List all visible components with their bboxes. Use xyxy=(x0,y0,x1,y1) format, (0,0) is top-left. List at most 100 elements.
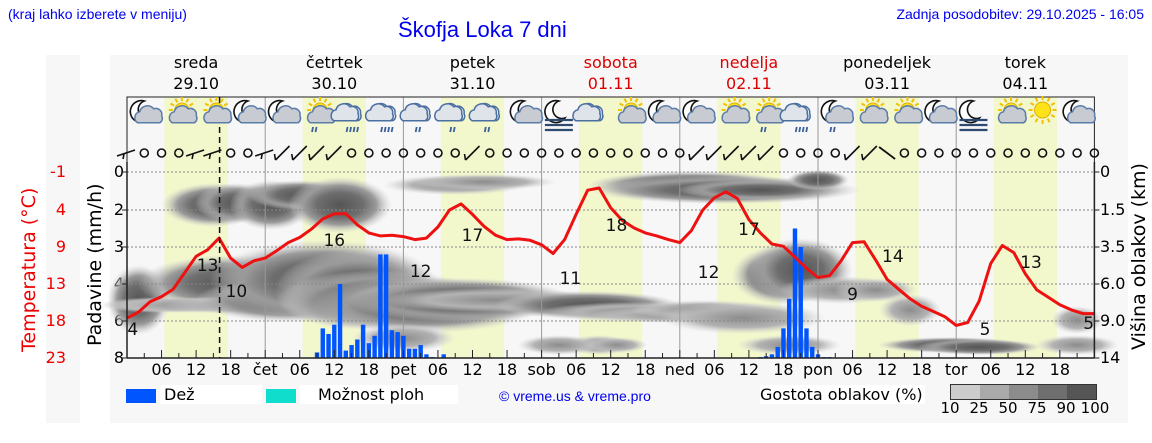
day-date: 04.11 xyxy=(1002,74,1049,93)
cloud-light-rain-icon xyxy=(434,102,466,133)
svg-text:16: 16 xyxy=(323,231,345,251)
x-tick-label: tor xyxy=(944,360,968,379)
day-header-4: nedelja 02.11 xyxy=(689,52,809,94)
svg-text:9: 9 xyxy=(847,285,858,305)
day-name: sobota xyxy=(583,53,638,72)
cloud-height-tick: 14 xyxy=(1100,348,1121,367)
copyright-link[interactable]: © vreme.us & vreme.pro xyxy=(499,388,651,404)
day-header-6: torek 04.11 xyxy=(965,52,1085,94)
x-tick-label: 06 xyxy=(151,360,172,379)
x-tick-label: 06 xyxy=(565,360,587,379)
svg-text:13: 13 xyxy=(1020,253,1042,273)
moon-cloud-icon xyxy=(233,99,267,124)
density-swatch xyxy=(980,385,1009,399)
day-name: sreda xyxy=(173,53,219,72)
cloud-rain-icon xyxy=(364,102,397,133)
cloud-density-title: Gostota oblakov (%) xyxy=(760,385,925,404)
cloud-light-rain-icon xyxy=(399,102,431,133)
precipitation-tick: 3 xyxy=(113,237,124,256)
day-date: 30.10 xyxy=(311,74,358,93)
sun-small-cloud-icon xyxy=(894,97,924,124)
svg-text:14: 14 xyxy=(882,247,904,267)
svg-text:12: 12 xyxy=(410,262,432,282)
day-name: torek xyxy=(1004,53,1046,72)
cloud-height-tick: 1.5 xyxy=(1100,200,1126,219)
precipitation-tick: 0 xyxy=(113,162,124,181)
x-tick-label: 12 xyxy=(462,360,483,379)
cloud-light-rain-icon xyxy=(468,102,500,133)
cloud-rain-icon xyxy=(330,102,362,133)
precipitation-bars xyxy=(314,228,832,358)
day-header-0: sreda 29.10 xyxy=(136,52,256,94)
day-header-3: sobota 01.11 xyxy=(551,52,671,94)
cloud-density-areas xyxy=(99,170,1119,355)
x-tick-label: 12 xyxy=(185,360,207,379)
moon-cloud-icon xyxy=(1062,99,1096,124)
temperature-labels: 4 13 10 16 12 17 11 18 12 17 9 14 5 13 5 xyxy=(127,216,1094,340)
x-tick-label: 18 xyxy=(911,360,932,379)
density-tick: 10 xyxy=(940,399,960,417)
density-swatch xyxy=(1067,385,1096,399)
precipitation-tick: 2 xyxy=(113,200,124,219)
daylight-bands xyxy=(164,97,1057,358)
moon-fog-icon xyxy=(958,99,988,132)
density-tick: 90 xyxy=(1056,399,1076,417)
temperature-tick: -1 xyxy=(50,162,66,181)
x-tick-label: 06 xyxy=(842,360,863,379)
day-name: četrtek xyxy=(305,53,363,72)
cloud-height-tick: 6.0 xyxy=(1100,274,1126,293)
density-tick: 50 xyxy=(998,399,1018,417)
location-hint[interactable]: (kraj lahko izberete v meniju) xyxy=(8,6,187,22)
temperature-line xyxy=(126,186,1095,327)
day-name: petek xyxy=(449,53,496,72)
cloud-height-tick: 3.5 xyxy=(1100,237,1126,256)
weather-icons xyxy=(129,96,1096,133)
x-tick-label: 06 xyxy=(980,360,1001,379)
moon-cloud-light-rain-icon xyxy=(820,99,855,133)
day-name: ponedeljek xyxy=(843,53,932,72)
svg-text:5: 5 xyxy=(980,320,991,340)
sun-cloud-icon xyxy=(203,97,233,124)
moon-cloud-icon xyxy=(129,99,164,124)
sun-icon xyxy=(1028,96,1057,124)
moon-cloud-icon xyxy=(509,99,544,124)
density-tick: 100 xyxy=(1080,399,1110,417)
x-tick-label: 12 xyxy=(324,360,345,379)
svg-text:17: 17 xyxy=(462,226,484,246)
x-tick-label: 18 xyxy=(220,360,241,379)
day-date: 03.11 xyxy=(864,74,910,93)
precipitation-tick: 8 xyxy=(113,348,124,367)
density-tick: 25 xyxy=(969,399,989,417)
sun-cloud-light-rain-icon xyxy=(756,97,785,133)
cloud-height-tick: 0 xyxy=(1100,162,1111,181)
cloud-density-scale xyxy=(950,384,1097,400)
x-tick-label: 18 xyxy=(635,360,656,379)
x-tick-label: 18 xyxy=(773,360,794,379)
sun-cloud-icon xyxy=(721,97,751,124)
x-tick-label: 12 xyxy=(738,360,760,379)
density-tick: 75 xyxy=(1027,399,1047,417)
x-tick-label: 18 xyxy=(1049,360,1071,379)
legend-rain-label: Dež xyxy=(160,385,262,404)
svg-text:18: 18 xyxy=(606,216,628,236)
temperature-tick: 23 xyxy=(45,348,66,367)
left-axis-panel xyxy=(46,55,80,423)
temperature-tick: 4 xyxy=(55,200,66,219)
x-tick-label: 12 xyxy=(1015,360,1036,379)
sun-cloud-icon xyxy=(168,97,198,124)
svg-text:5: 5 xyxy=(1083,314,1094,334)
last-updated: Zadnja posodobitev: 29.10.2025 - 16:05 xyxy=(896,6,1144,22)
x-tick-label: pet xyxy=(390,360,417,379)
legend-rain-swatch xyxy=(126,389,156,403)
grid-lines xyxy=(127,97,1095,358)
x-tick-label: pon xyxy=(802,360,834,379)
legend-showers-swatch xyxy=(266,389,296,403)
x-tick-label: 06 xyxy=(704,360,725,379)
x-tick-label: 18 xyxy=(358,360,380,379)
moon-fog-icon xyxy=(544,99,573,132)
svg-text:11: 11 xyxy=(560,269,582,289)
density-swatch xyxy=(951,385,980,399)
svg-text:17: 17 xyxy=(738,220,760,240)
day-header-2: petek 31.10 xyxy=(413,52,533,94)
